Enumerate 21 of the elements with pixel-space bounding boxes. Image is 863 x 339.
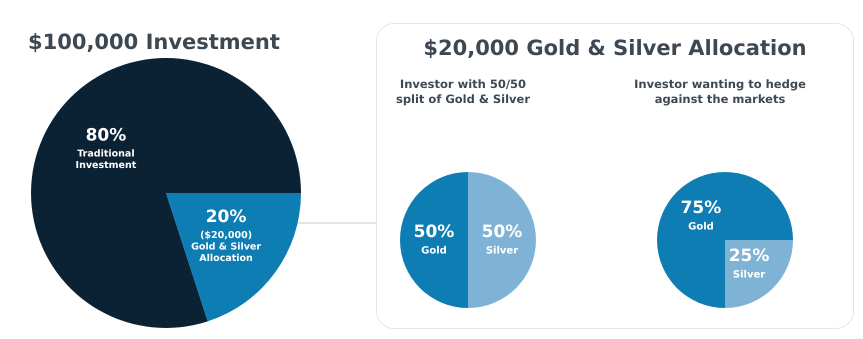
slice-label: Gold bbox=[688, 221, 714, 232]
pie-slice bbox=[400, 172, 468, 308]
slice-label: Silver bbox=[732, 269, 766, 280]
chart-title: Investor with 50/50 split of Gold & Silver bbox=[394, 77, 532, 107]
data-label: 75% bbox=[680, 198, 722, 218]
pie-slice bbox=[31, 58, 301, 328]
data-label: 80% bbox=[86, 126, 126, 146]
data-label: 50% bbox=[414, 222, 454, 242]
pie-slice bbox=[657, 172, 793, 308]
pie-slice bbox=[166, 193, 301, 322]
data-label: 20% bbox=[206, 206, 246, 227]
data-label: 25% bbox=[728, 246, 770, 266]
pie-slice bbox=[468, 172, 536, 308]
data-label: 50% bbox=[482, 222, 522, 242]
text: $20,000 Gold & Silver Allocation bbox=[422, 36, 808, 60]
slice-label: Traditional Investment bbox=[76, 148, 137, 172]
chart-title: Investor wanting to hedge against the markets bbox=[633, 77, 807, 107]
slice-label: Gold bbox=[421, 245, 447, 256]
slice-label: Silver bbox=[486, 245, 518, 256]
slice-label: ($20,000) Gold & Silver Allocation bbox=[191, 230, 262, 264]
chart-title: $100,000 Investment bbox=[28, 30, 280, 54]
